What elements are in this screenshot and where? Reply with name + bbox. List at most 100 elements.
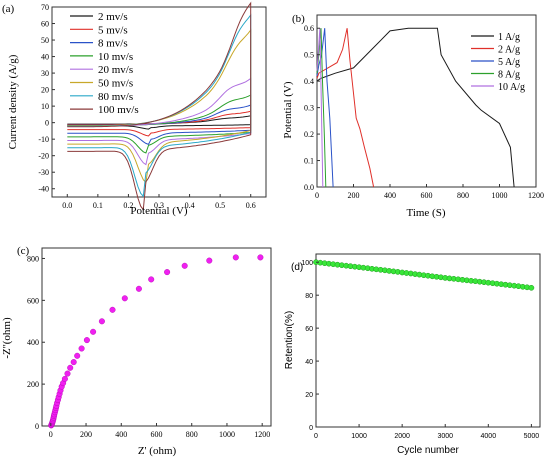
panel-a-legend-label: 5 mv/s (98, 24, 128, 36)
panel-a0-xtick-label: 0.1 (93, 201, 103, 210)
panel-b1-ytick-label: 0.5 (304, 51, 314, 60)
panel-b1-xtick-label: 600 (421, 191, 433, 200)
panel-b1-ytick-label: 0.3 (304, 104, 314, 113)
panel-c-y-axis-title: -Z''(ohm) (1, 317, 13, 359)
panel-d-y-ticks: 0 20 40 60 80 100 (301, 260, 319, 432)
panel-b1-ytick-label: 0.2 (304, 130, 314, 139)
panel-a0-xtick-label: 0.5 (215, 201, 225, 210)
panel-c2-xtick-label: 800 (186, 430, 198, 439)
panel-a0-ytick-label: 40 (41, 53, 49, 62)
panel-a-x-axis-title: Potential (V) (130, 205, 187, 217)
panel-a0-xtick-label: 0.6 (246, 201, 256, 210)
panel-c2-xtick-label: 200 (80, 430, 92, 439)
panel-b1-xtick-label: 0 (315, 191, 319, 200)
panel-b-legend: 1 A/g 2 A/g5 A/g 8 A/g10 A/g (471, 32, 525, 93)
panel-c-data-point (148, 276, 155, 283)
panel-b-y-ticks: 0.0 0.1 0.2 0.3 0.4 0.5 0.6 (304, 24, 320, 192)
panel-c-data-point (164, 269, 171, 276)
panel-c-nyquist: (c) 0 200 400 600 800 1000 1200 0200400600800 … (1, 245, 272, 457)
panel-a-series-line (67, 28, 252, 184)
panel-b-legend-label: 2 A/g (498, 45, 520, 56)
panel-a0-ytick-label: -40 (38, 185, 49, 194)
panel-b-legend-label: 8 A/g (498, 70, 520, 81)
panel-a-legend-label: 50 mv/s (98, 78, 133, 90)
panel-d3-xtick-label: 5000 (524, 433, 540, 440)
panel-c-data-point (181, 262, 188, 269)
panel-c-data-point (83, 337, 90, 344)
panel-d-plot-frame (315, 253, 541, 428)
panel-d3-ytick-label: 80 (305, 293, 313, 300)
panel-b-series-line (316, 28, 334, 188)
panel-b1-ytick-label: 0.1 (304, 157, 314, 166)
panel-a-legend-label: 8 mv/s (98, 38, 128, 50)
panel-a0-ytick-label: -20 (38, 152, 49, 161)
panel-b-label: (b) (292, 13, 305, 25)
panel-d3-xtick-label: 1000 (351, 433, 367, 440)
panel-c-points (48, 254, 264, 429)
panel-c-data-point (206, 257, 213, 264)
panel-a-cv-curves: (a) 0.0 0.1 0.2 0.3 0.4 0.5 0.6 -40 -30 -20 -10 0 1… (2, 1, 267, 217)
panel-a0-xtick-label: 0.2 (123, 201, 133, 210)
panel-b-series-group (316, 27, 515, 188)
panel-a0-ytick-label: 70 (41, 3, 49, 12)
panel-c-data-point (257, 254, 264, 261)
panel-c-x-ticks: 0 200 400 600 800 1000 1200 (49, 423, 270, 439)
panel-b1-ytick-label: 0.0 (304, 183, 314, 192)
panel-c-data-point (98, 318, 105, 325)
panel-c-x-axis-title: Z' (ohm) (138, 445, 177, 457)
panel-a-x-ticks: 0.0 0.1 0.2 0.3 0.4 0.5 0.6 (62, 194, 256, 210)
panel-d3-ytick-label: 20 (305, 392, 313, 399)
panel-a0-ytick-label: 0 (45, 119, 49, 128)
panel-c-data-point (64, 370, 71, 377)
panel-d-points (313, 259, 535, 291)
panel-b-x-axis-title: Time (S) (406, 207, 445, 219)
panel-b1-xtick-label: 800 (457, 191, 469, 200)
panel-c-data-point (232, 254, 239, 261)
panel-b1-xtick-label: 400 (384, 191, 396, 200)
panel-d3-xtick-label: 4000 (481, 433, 497, 440)
panel-c2-xtick-label: 1200 (254, 430, 270, 439)
panel-a-legend-label: 10 mv/s (98, 51, 133, 63)
panel-c2-ytick-label: 0 (35, 422, 39, 431)
panel-a-legend-label: 20 mv/s (98, 64, 133, 76)
panel-b-x-ticks: 0 200 400 600 800 1000 1200 (315, 184, 544, 200)
panel-a0-ytick-label: 10 (41, 102, 49, 111)
panel-a0-ytick-label: 50 (41, 36, 49, 45)
panel-d-cycling-retention: (d) 0 1000 2000 3000 4000 5000 0 20 40 60 80 100 C… (284, 253, 541, 456)
panel-d-data-point (528, 284, 535, 291)
panel-c2-ytick-label: 400 (27, 338, 39, 347)
panel-c2-ytick-label: 200 (27, 380, 39, 389)
panel-b1-xtick-label: 1000 (492, 191, 508, 200)
panel-b-y-axis-title: Potential (V) (282, 81, 294, 138)
panel-d3-ytick-label: 100 (301, 260, 313, 267)
panel-c-data-point (70, 359, 77, 366)
panel-b-legend-label: 1 A/g (498, 32, 520, 43)
panel-c2-xtick-label: 1000 (219, 430, 235, 439)
panel-a-legend: 2 mv/s5 mv/s 8 mv/s10 mv/s20 mv/s 50 mv/s8… (70, 11, 139, 116)
panel-c2-ytick-label: 600 (27, 296, 39, 305)
panel-d3-xtick-label: 2000 (394, 433, 410, 440)
panel-c2-xtick-label: 400 (115, 430, 127, 439)
panel-a0-ytick-label: 30 (41, 69, 49, 78)
panel-c2-ytick-label: 800 (27, 254, 39, 263)
panel-a-label: (a) (2, 3, 15, 15)
panel-a0-xtick-label: 0.4 (185, 201, 195, 210)
panel-c-data-point (90, 328, 97, 335)
panel-c-data-point (135, 285, 142, 292)
panel-d3-ytick-label: 60 (305, 326, 313, 333)
panel-c-data-point (61, 375, 68, 382)
panel-a-y-ticks: -40 -30 -20 -10 0 10 20 30 40 50 60 70 (38, 3, 55, 194)
panel-d-x-axis-title: Cycle number (397, 445, 459, 456)
panel-c-y-ticks: 0 200 400 600 800 (27, 254, 45, 431)
panel-a0-xtick-label: 0.0 (62, 201, 72, 210)
panel-d-label: (d) (291, 262, 303, 273)
panel-a-legend-label: 2 mv/s (98, 11, 128, 23)
panel-b-series-line (316, 27, 515, 188)
panel-d-y-axis-title: Retention(%) (284, 311, 295, 369)
panel-a-legend-label: 100 mv/s (98, 104, 139, 116)
panel-d3-xtick-label: 3000 (437, 433, 453, 440)
panel-b-charge-discharge: (b) 0 200 400 600 800 1000 1200 0.00.10.20.30.… (282, 13, 544, 219)
panel-c-label: (c) (17, 245, 30, 257)
panel-c-data-point (121, 295, 128, 302)
